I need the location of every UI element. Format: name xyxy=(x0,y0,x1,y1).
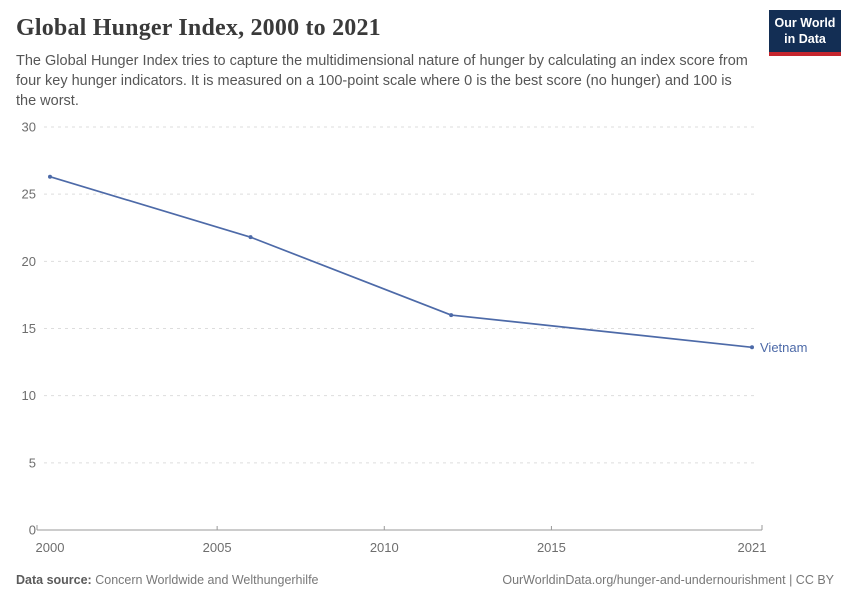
data-point[interactable] xyxy=(48,174,52,179)
data-source-label: Data source: xyxy=(16,573,92,587)
line-chart: 0 5 10 15 20 25 30 2000 2005 2010 2015 2021 Vietnam xyxy=(0,111,850,565)
data-point[interactable] xyxy=(750,345,754,350)
chart-footer: Data source: Concern Worldwide and Welth… xyxy=(16,573,834,587)
data-source: Data source: Concern Worldwide and Welth… xyxy=(16,573,319,587)
y-tick-label: 10 xyxy=(22,388,36,403)
data-source-value: Concern Worldwide and Welthungerhilfe xyxy=(95,573,319,587)
x-tick-label: 2000 xyxy=(36,540,65,555)
series-end-label[interactable]: Vietnam xyxy=(760,340,807,355)
line-chart-svg: 0 5 10 15 20 25 30 2000 2005 2010 2015 2021 Vietnam xyxy=(22,120,808,556)
owid-logo-line1: Our World xyxy=(774,16,836,30)
attribution-link[interactable]: OurWorldinData.org/hunger-and-undernouri… xyxy=(502,573,834,587)
page-title: Global Hunger Index, 2000 to 2021 xyxy=(16,15,381,41)
y-tick-label: 25 xyxy=(22,187,36,202)
x-tick-label: 2021 xyxy=(738,540,767,555)
y-tick-label: 0 xyxy=(29,523,36,538)
owid-logo[interactable]: Our World in Data xyxy=(769,10,841,57)
x-tick-label: 2015 xyxy=(537,540,566,555)
y-tick-label: 20 xyxy=(22,254,36,269)
owid-logo-line2: in Data xyxy=(784,31,826,46)
y-tick-label: 5 xyxy=(29,455,36,470)
x-tick-label: 2010 xyxy=(370,540,399,555)
chart-subtitle: The Global Hunger Index tries to capture… xyxy=(16,52,748,109)
data-line-vietnam[interactable] xyxy=(49,175,753,349)
y-tick-label: 15 xyxy=(22,321,36,336)
x-tick-label: 2005 xyxy=(203,540,232,555)
data-point[interactable] xyxy=(449,313,454,318)
data-point[interactable] xyxy=(248,235,253,240)
y-tick-label: 30 xyxy=(22,120,36,135)
